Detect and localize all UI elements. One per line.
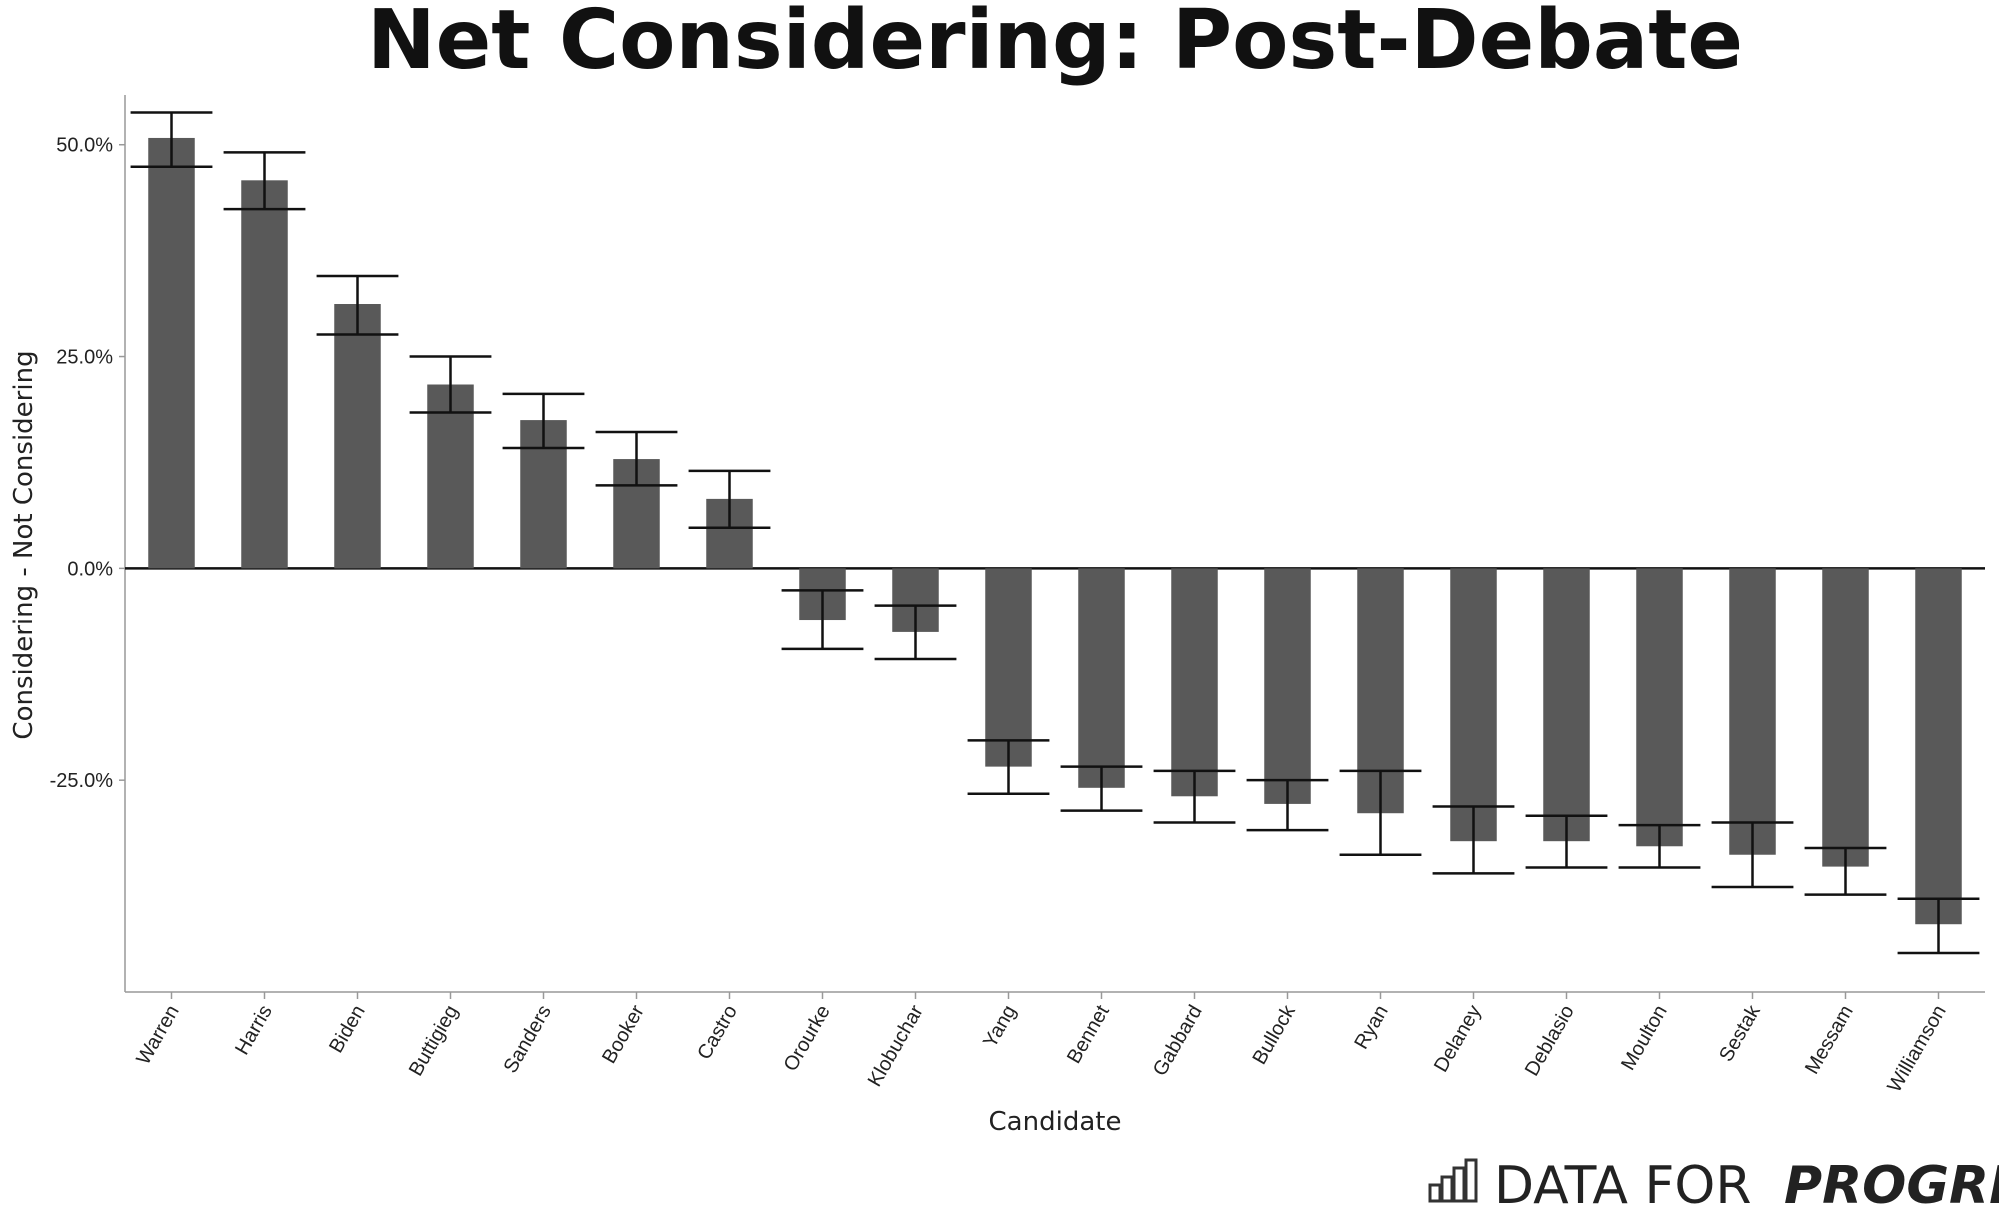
x-tick-label: Warren: [132, 1002, 183, 1069]
x-tick-label: Orourke: [780, 1002, 835, 1076]
bar-bullock: [1264, 568, 1311, 804]
chart-title: Net Considering: Post-Debate: [367, 0, 1743, 88]
bar-moulton: [1636, 568, 1683, 847]
error-bar-yang: [967, 739, 1050, 795]
error-bar-booker: [595, 430, 678, 487]
bar-williamson: [1915, 568, 1962, 925]
y-tick-label: 0.0%: [67, 558, 113, 580]
error-bar-williamson: [1897, 897, 1980, 955]
y-tick-labels: 50.0% 25.0% 0.0% -25.0%: [50, 135, 125, 792]
error-bar-harris: [223, 151, 306, 211]
brand-text-light: DATA FOR: [1494, 1156, 1751, 1216]
brand-text-bold: PROGRESS: [1784, 1156, 1999, 1216]
error-bar-deblasio: [1525, 814, 1608, 869]
bar-chart-icon: [1428, 1158, 1478, 1203]
error-bar-moulton: [1618, 823, 1701, 869]
y-axis-title: Considering - Not Considering: [9, 350, 39, 739]
bar-delaney: [1450, 568, 1497, 842]
x-tick-labels: Warren Harris Biden Buttigieg Sanders Booker C…: [132, 992, 1951, 1097]
error-bar-delaney: [1432, 805, 1515, 875]
bar-buttigieg: [427, 384, 474, 569]
brand-text: DATA FOR PROGRESS: [1494, 1156, 1999, 1216]
x-tick-label: Moulton: [1617, 1002, 1672, 1075]
error-bar-klobuchar: [874, 604, 957, 661]
x-tick-label: Yang: [979, 1002, 1021, 1052]
x-tick-label: Bennet: [1063, 1001, 1114, 1067]
error-bar-warren: [130, 111, 213, 169]
x-tick-label: Bullock: [1249, 1001, 1301, 1069]
error-bar-bullock: [1246, 778, 1329, 832]
x-tick-label: Sanders: [500, 1002, 556, 1078]
error-bar-ryan: [1339, 769, 1422, 856]
brand-logo: DATA FOR PROGRESS: [1428, 1156, 1999, 1216]
bar-deblasio: [1543, 568, 1590, 842]
bar-warren: [148, 137, 195, 569]
x-tick-label: Harris: [231, 1002, 277, 1059]
y-tick-label: 50.0%: [56, 135, 113, 157]
error-bar-messam: [1804, 846, 1887, 896]
error-bar-gabbard: [1153, 769, 1236, 824]
x-tick-label: Delaney: [1430, 1002, 1486, 1077]
y-tick-label: -25.0%: [50, 770, 114, 792]
error-bar-sanders: [502, 392, 585, 450]
x-tick-label: Messam: [1801, 1002, 1858, 1078]
x-tick-label: Williamson: [1883, 1002, 1950, 1097]
error-bar-sestak: [1711, 821, 1794, 889]
x-tick-label: Booker: [598, 1001, 649, 1067]
y-tick-label: 25.0%: [56, 347, 113, 369]
bar-bennet: [1078, 568, 1125, 788]
error-bar-orourke: [781, 589, 864, 651]
x-axis-title: Candidate: [989, 1107, 1122, 1137]
x-tick-label: Castro: [693, 1002, 742, 1064]
error-bar-bennet: [1060, 765, 1143, 812]
x-tick-label: Klobuchar: [864, 1001, 928, 1090]
bar-biden: [334, 304, 381, 569]
bar-yang: [985, 568, 1032, 767]
x-tick-label: Deblasio: [1521, 1002, 1579, 1080]
x-tick-label: Buttigieg: [405, 1002, 463, 1080]
x-tick-label: Biden: [325, 1002, 370, 1057]
bar-sestak: [1729, 568, 1776, 855]
error-bars: [130, 111, 1980, 955]
error-bar-buttigieg: [409, 355, 492, 414]
bars: [148, 137, 1962, 925]
bar-messam: [1822, 568, 1869, 867]
bar-gabbard: [1171, 568, 1218, 797]
x-tick-label: Sestak: [1715, 1001, 1765, 1066]
bar-harris: [241, 180, 288, 569]
error-bar-castro: [688, 469, 771, 529]
x-tick-label: Gabbard: [1149, 1002, 1207, 1080]
x-tick-label: Ryan: [1350, 1002, 1392, 1053]
axes: [124, 95, 1985, 993]
error-bar-biden: [316, 274, 399, 336]
